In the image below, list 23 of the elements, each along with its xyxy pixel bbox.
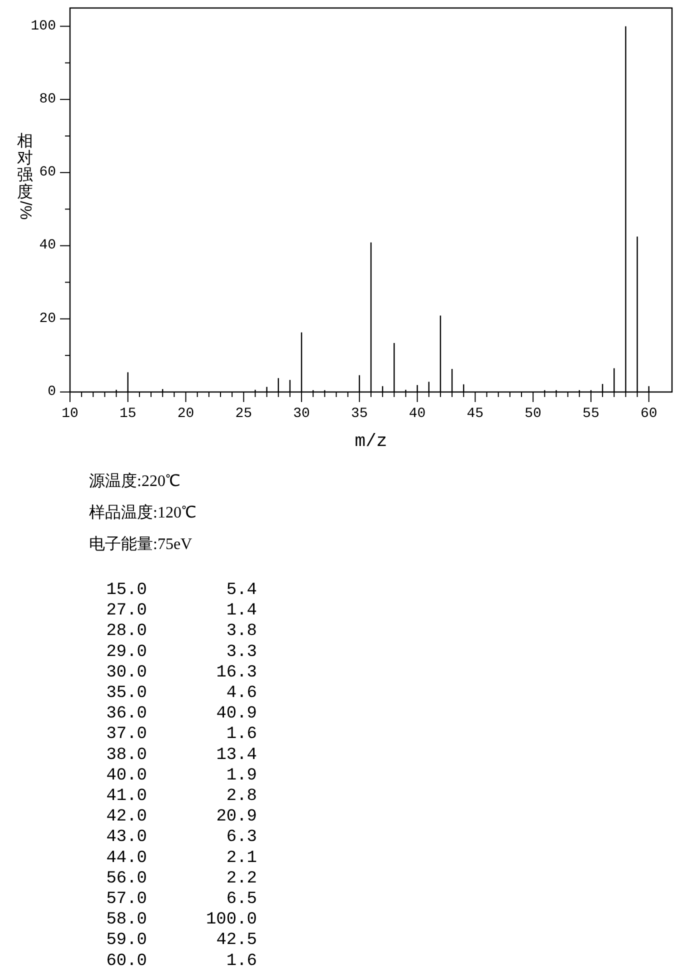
y-tick-label: 100 <box>30 18 56 34</box>
y-tick-label: 40 <box>39 238 56 254</box>
y-tick-label: 60 <box>39 164 56 181</box>
x-tick-label: 45 <box>466 406 484 422</box>
x-tick-label: 60 <box>640 406 658 422</box>
x-tick-label: 15 <box>119 406 136 422</box>
x-tick-label: 55 <box>582 406 600 422</box>
x-tick-label: 20 <box>177 406 194 422</box>
y-tick-label: 80 <box>39 91 56 108</box>
text: 样品温度:120℃ <box>89 504 196 522</box>
text: 电子能量:75eV <box>89 535 193 553</box>
x-tick-label: 40 <box>408 406 426 422</box>
text: 源温度:220℃ <box>89 472 180 490</box>
x-tick-label: 30 <box>293 406 310 422</box>
x-tick-label: 35 <box>351 406 368 422</box>
x-tick-label: 50 <box>524 406 542 422</box>
x-axis-title: m/z <box>354 432 388 452</box>
y-tick-label: 20 <box>39 310 56 327</box>
value-table: 15.0 5.4 27.0 1.4 28.0 3.8 29.0 3.3 30.0 16.3 35.0 4.6 36.0 40.9 37.0 1.6 38.0 13.4 40.0 1.9 41.0 2.8 42.0 20.9 43.0 6.3 44.0 2.1 56.0 2.2 57.0 6.5 58.0 100.0 59.0 42.5 60.0 1.6 <box>106 581 257 971</box>
x-tick-label: 25 <box>235 406 252 422</box>
y-tick-label: 0 <box>48 384 56 400</box>
y-axis-title: 相对强度/% <box>16 133 34 220</box>
x-tick-label: 10 <box>62 406 78 422</box>
